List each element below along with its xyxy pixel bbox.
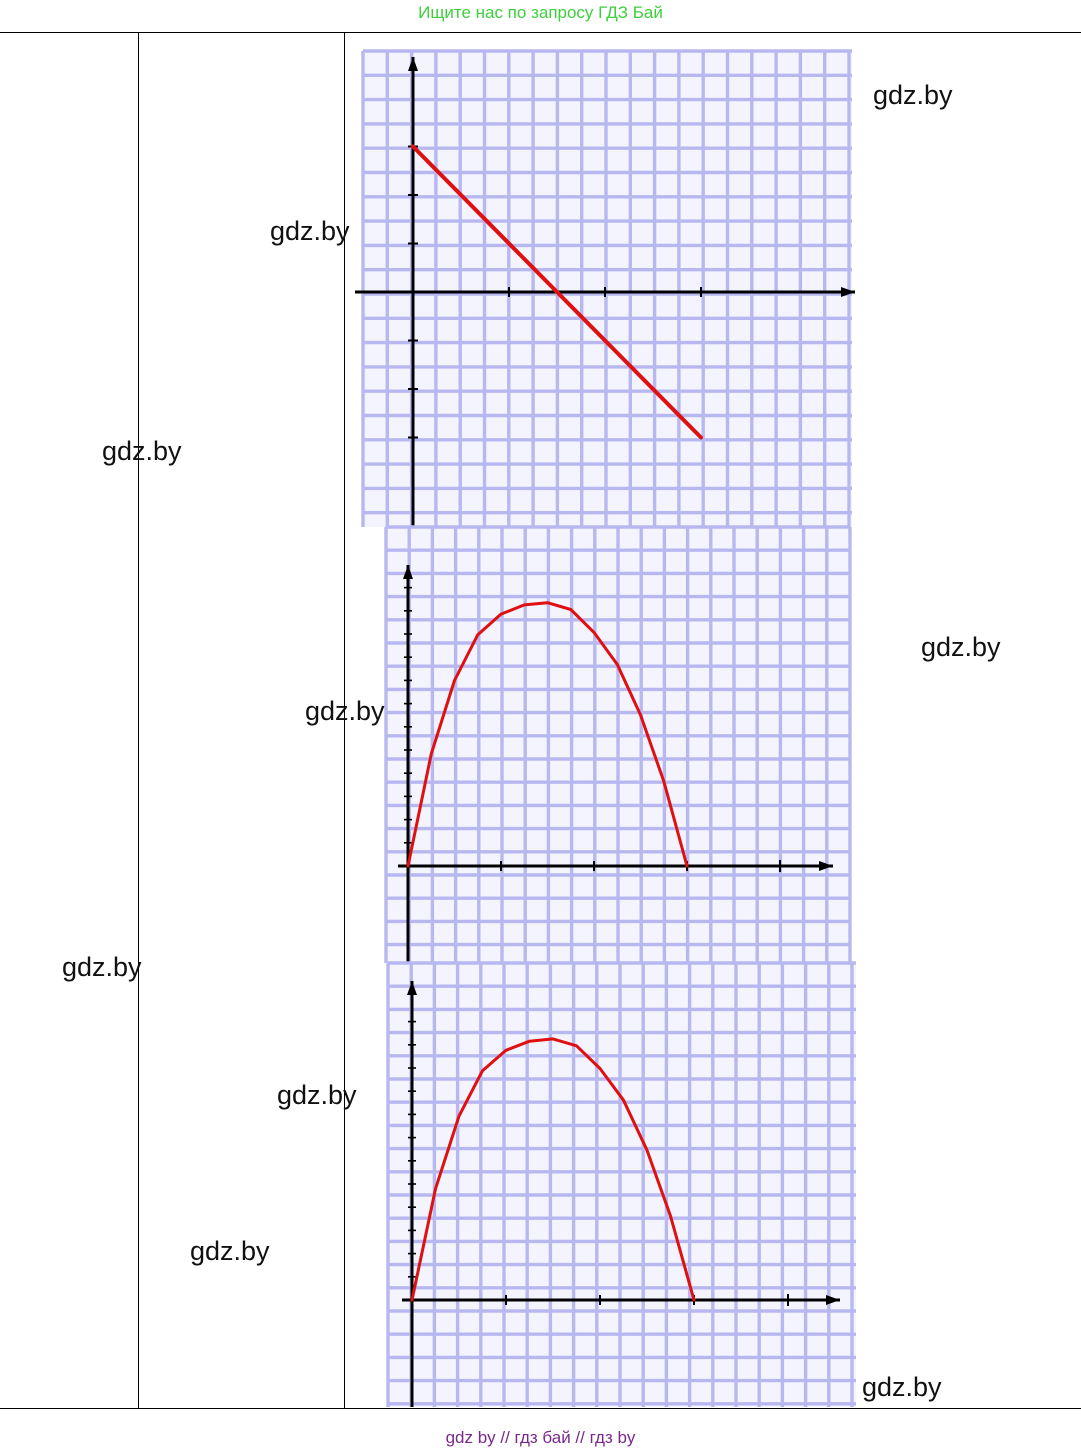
column-divider-2: [344, 33, 345, 1409]
data-point: [662, 779, 666, 783]
data-point: [411, 145, 415, 148]
data-point: [406, 864, 410, 868]
watermark: gdz.by: [305, 696, 385, 726]
data-point: [476, 633, 480, 637]
data-point: [699, 436, 703, 439]
watermark: gdz.by: [873, 80, 953, 110]
watermark: gdz.by: [277, 1080, 357, 1110]
x-axis-arrow: [826, 1295, 840, 1305]
watermark: gdz.by: [862, 1372, 942, 1402]
footer-links[interactable]: gdz by // гдз бай // гдз by: [445, 1428, 636, 1447]
position-chart: [384, 525, 852, 963]
x-axis-arrow: [819, 861, 833, 871]
table-bottom-border: [0, 1408, 1081, 1409]
data-point: [522, 603, 526, 607]
x-axis-arrow: [841, 287, 855, 297]
data-point: [551, 1037, 555, 1041]
data-point: [429, 752, 433, 756]
data-point: [615, 663, 619, 666]
data-point: [622, 1098, 625, 1102]
watermark: gdz.by: [62, 952, 142, 982]
data-point: [639, 713, 642, 717]
grid: [384, 525, 852, 963]
data-point: [546, 601, 549, 604]
data-point: [575, 1044, 578, 1048]
y-axis-arrow: [408, 57, 418, 71]
series-line: [411, 144, 703, 440]
data-point: [645, 1148, 649, 1152]
watermark: gdz.by: [190, 1236, 270, 1266]
column-divider-1: [138, 33, 139, 1409]
table-top-border: [0, 32, 1081, 33]
data-point: [598, 1067, 602, 1070]
data-point: [569, 608, 573, 611]
velocity-chart: [355, 49, 855, 527]
y-axis-arrow: [407, 981, 417, 995]
data-point: [481, 1069, 484, 1073]
data-point: [504, 1049, 508, 1052]
data-point: [669, 1214, 672, 1218]
data-point: [692, 1298, 696, 1302]
y-axis-arrow: [403, 565, 413, 579]
data-point: [410, 1298, 414, 1302]
displacement-chart: [386, 961, 856, 1407]
grid: [361, 49, 852, 527]
watermark: gdz.by: [102, 436, 182, 466]
grid: [386, 961, 856, 1407]
watermark: gdz.by: [270, 216, 350, 246]
data-point: [685, 864, 689, 868]
data-point: [528, 1039, 531, 1043]
data-point: [434, 1187, 437, 1191]
watermark: gdz.by: [921, 632, 1001, 662]
data-point: [453, 679, 456, 682]
top-banner[interactable]: Ищите нас по запросу ГДЗ Бай: [418, 3, 663, 22]
data-point: [499, 612, 503, 616]
data-point: [592, 631, 596, 634]
data-point: [457, 1114, 461, 1118]
